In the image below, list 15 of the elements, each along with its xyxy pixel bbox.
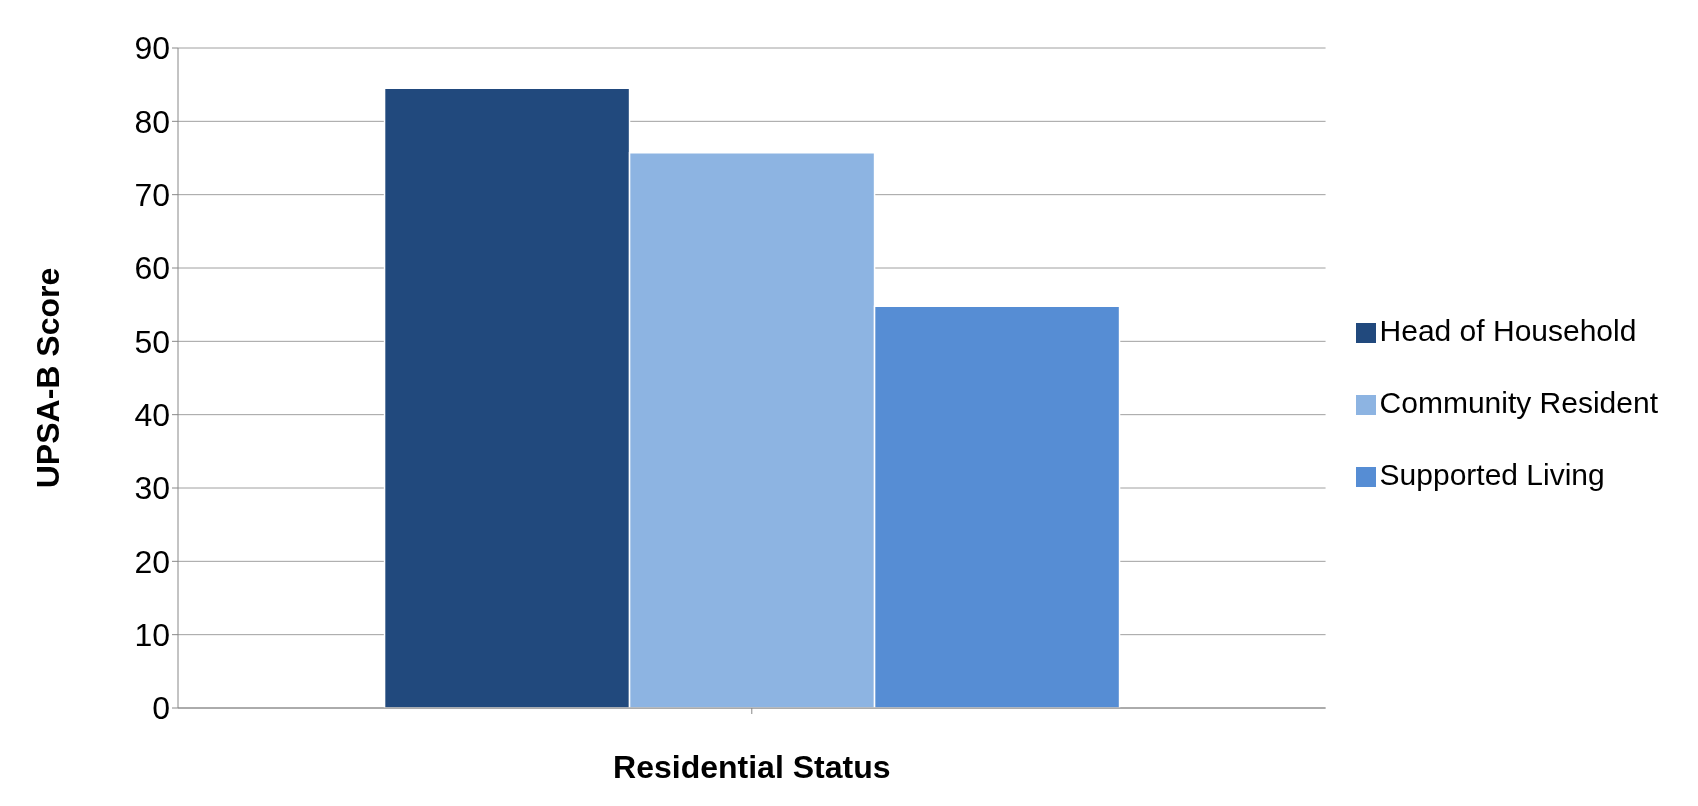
y-axis-title: UPSA-B Score: [30, 267, 67, 489]
y-tick-label: 0: [152, 690, 170, 727]
y-tick-label: 80: [134, 103, 170, 140]
y-tick-label: 40: [134, 397, 170, 434]
legend-label: Supported Living: [1379, 458, 1605, 491]
y-tick-label: 90: [134, 30, 170, 67]
y-tick-label: 20: [134, 543, 170, 580]
legend-label: Head of Household: [1379, 314, 1637, 347]
legend-label: Community Resident: [1379, 386, 1658, 419]
y-tick-label: 10: [134, 617, 170, 654]
y-tick-label: 60: [134, 250, 170, 287]
y-tick-label: 30: [134, 470, 170, 507]
x-axis-title: Residential Status: [613, 749, 891, 785]
y-tick-label: 70: [134, 177, 170, 214]
y-tick-label: 50: [134, 323, 170, 360]
